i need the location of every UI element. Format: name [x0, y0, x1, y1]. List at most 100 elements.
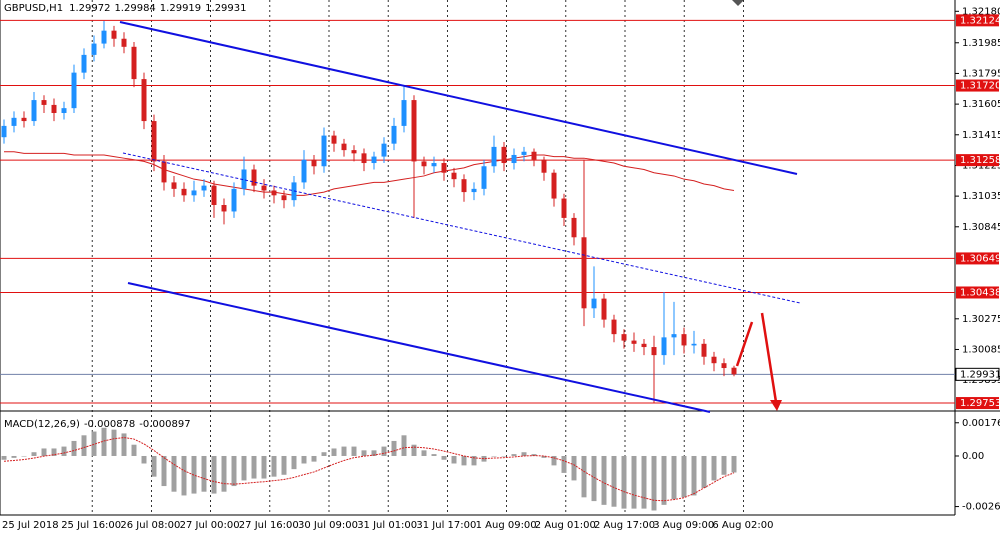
macd-bar [311, 455, 317, 462]
macd-bar [391, 440, 397, 456]
candle-body [81, 54, 87, 73]
macd-bar [641, 455, 647, 509]
x-tick-label: 30 Jul 09:00 [298, 520, 358, 531]
macd-bar [11, 455, 17, 458]
macd-bar [571, 455, 577, 481]
candle-body [621, 334, 627, 341]
candle-body [241, 169, 247, 189]
macd-bar [301, 455, 307, 464]
candle-body [711, 356, 717, 364]
chart-header: GBPUSD,H1 1.29972 1.29984 1.29919 1.29931 [4, 3, 247, 14]
macd-bar [611, 455, 617, 507]
y-tick-label: 1.31985 [962, 38, 1000, 49]
level-tag [956, 79, 999, 92]
level-label: 1.32124 [960, 15, 1000, 26]
macd-bar [1, 455, 7, 460]
channel-middle [122, 152, 801, 304]
candle-body [121, 38, 127, 47]
macd-bar [381, 446, 387, 456]
macd-bar [701, 455, 707, 488]
macd-bar [661, 455, 667, 505]
candle-body [331, 135, 337, 144]
levels [0, 19, 955, 404]
y-tick-label: 1.31795 [962, 68, 1000, 79]
macd-bar [21, 455, 27, 457]
macd-bar [371, 450, 377, 456]
level-tag [956, 14, 999, 27]
candle-body [261, 185, 267, 191]
macd-y-tick-label: 0.001767 [962, 418, 1000, 429]
macd-bar [291, 455, 297, 470]
macd-y-tick-label: 0.00 [962, 451, 984, 462]
macd-bar [441, 455, 447, 460]
macd-bar [361, 450, 367, 456]
macd-bar [321, 452, 327, 456]
candle-body [11, 117, 17, 126]
channel-lower [127, 282, 711, 413]
candle-body [561, 198, 567, 218]
forecast-arrow-down [760, 312, 778, 403]
candle-body [41, 100, 47, 105]
last-close: 1.29931 [205, 3, 246, 14]
macd-bar [251, 455, 257, 479]
macd-bar [181, 455, 187, 496]
macd-bar [401, 435, 407, 456]
symbol: GBPUSD,H1 [4, 3, 63, 14]
candle-body [481, 166, 487, 189]
candle-body [181, 188, 187, 196]
level-tag [956, 397, 999, 410]
candle-body [511, 154, 517, 164]
last-open: 1.29972 [69, 3, 110, 14]
candle-body [271, 190, 277, 196]
macd-signal [3, 437, 735, 502]
macd-last: -0.000878 [84, 419, 135, 430]
macd-bar [71, 440, 77, 456]
macd-bar [581, 455, 587, 498]
macd-bar [481, 455, 487, 462]
macd-bar [111, 429, 117, 456]
macd-bar [471, 455, 477, 466]
level-label: 1.31720 [960, 81, 1000, 92]
candle-body [221, 205, 227, 212]
candle-body [381, 143, 387, 157]
macd-bar [421, 450, 427, 456]
macd-bar [551, 455, 557, 466]
x-tick-label: 1 Aug 09:00 [476, 520, 537, 531]
candle-body [671, 334, 677, 338]
candle-body [311, 159, 317, 167]
macd-bar [461, 455, 467, 466]
candle-body [531, 151, 537, 160]
candle-body [661, 337, 667, 356]
macd-bar [201, 455, 207, 492]
candle-body [111, 30, 117, 39]
candle-body [581, 237, 587, 309]
candle-body [61, 108, 67, 113]
candle-body [631, 340, 637, 344]
x-tick-label: 3 Aug 09:00 [653, 520, 714, 531]
macd-header: MACD(12,26,9) -0.000878 -0.000897 [4, 419, 191, 430]
macd-bar [711, 455, 717, 481]
candle-body [51, 104, 57, 113]
candle-body [151, 121, 157, 162]
macd-bar [271, 455, 277, 477]
candle-body [691, 343, 697, 346]
y-tick-label: 1.30085 [962, 344, 1000, 355]
x-tick-label: 25 Jul 16:00 [61, 520, 121, 531]
moving-average [4, 151, 735, 196]
x-tick-label: 2 Aug 01:00 [535, 520, 596, 531]
last-high: 1.29984 [114, 3, 155, 14]
candle-body [161, 161, 167, 183]
candle-body [191, 190, 197, 196]
macd-bar [431, 454, 437, 456]
macd-bar [531, 454, 537, 456]
candle-body [211, 185, 217, 205]
macd-bar [631, 455, 637, 509]
macd-bar [601, 455, 607, 505]
macd-bar [541, 455, 547, 458]
macd-bar [221, 455, 227, 492]
candle-body [91, 43, 97, 55]
candle-body [31, 100, 37, 122]
